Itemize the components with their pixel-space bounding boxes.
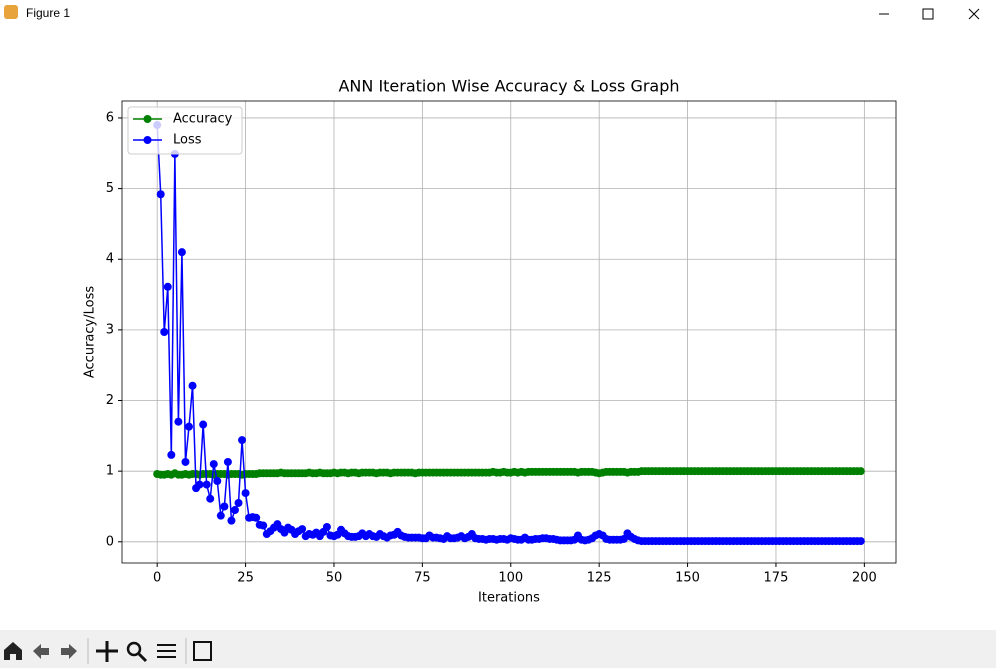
- data-point: [259, 521, 268, 530]
- data-point: [202, 480, 211, 489]
- data-point: [163, 282, 172, 291]
- x-tick-label: 50: [326, 571, 343, 586]
- x-tick-label: 150: [675, 571, 700, 586]
- plot-frame: [121, 100, 897, 564]
- data-point: [213, 477, 222, 486]
- data-point: [199, 420, 208, 429]
- data-point: [298, 525, 307, 534]
- data-point: [856, 537, 865, 546]
- data-point: [181, 457, 190, 466]
- zoom-handle: [137, 652, 148, 663]
- data-point: [156, 190, 165, 199]
- back-button[interactable]: [33, 644, 49, 659]
- y-tick-label: 2: [106, 393, 114, 408]
- data-point: [856, 467, 865, 476]
- data-point: [206, 494, 215, 503]
- data-point: [174, 417, 183, 426]
- home-button[interactable]: [4, 642, 22, 660]
- x-tick-label: 175: [764, 571, 789, 586]
- y-tick-label: 3: [106, 322, 114, 337]
- legend-label: Accuracy: [173, 112, 233, 127]
- data-point: [223, 457, 232, 466]
- x-tick-label: 25: [237, 571, 254, 586]
- data-point: [216, 511, 225, 520]
- y-tick-label: 6: [106, 110, 114, 125]
- pan-button[interactable]: [96, 641, 118, 662]
- y-tick-label: 4: [106, 252, 114, 267]
- data-point: [238, 436, 247, 445]
- save-button[interactable]: [193, 641, 212, 661]
- toolbar: [0, 630, 996, 668]
- legend: Accuracy Loss: [127, 106, 243, 155]
- data-point: [177, 248, 186, 257]
- zoom-button[interactable]: [126, 641, 142, 657]
- data-point: [209, 460, 218, 469]
- x-axis-label: Iterations: [478, 591, 540, 606]
- data-point: [230, 506, 239, 515]
- data-point: [167, 450, 176, 459]
- y-axis-label: Accuracy/Loss: [83, 286, 98, 378]
- data-point: [241, 489, 250, 498]
- y-tick-label: 1: [106, 464, 114, 479]
- close-button[interactable]: [968, 8, 980, 20]
- window-title: Figure 1: [26, 6, 71, 20]
- data-point: [188, 381, 197, 390]
- legend-marker: [143, 115, 152, 123]
- x-tick-label: 75: [414, 571, 431, 586]
- data-point: [234, 498, 243, 507]
- maximize-button[interactable]: [922, 8, 934, 20]
- app-icon: [4, 5, 18, 19]
- y-tick-label: 0: [106, 534, 114, 549]
- chart: ANN Iteration Wise Accuracy & Loss Graph…: [83, 77, 897, 606]
- data-point: [227, 516, 236, 525]
- x-tick-label: 200: [852, 571, 877, 586]
- x-tick-label: 125: [587, 571, 612, 586]
- data-point: [195, 480, 204, 489]
- y-tick-label: 5: [106, 181, 114, 196]
- data-point: [160, 328, 169, 336]
- series-line: [156, 124, 861, 542]
- legend-marker: [143, 136, 152, 144]
- data-point: [220, 502, 229, 511]
- x-tick-label: 0: [153, 571, 161, 586]
- configure-button[interactable]: [157, 644, 176, 658]
- forward-button[interactable]: [61, 644, 77, 659]
- legend-label: Loss: [173, 133, 202, 148]
- data-point: [252, 513, 261, 522]
- x-tick-label: 100: [498, 571, 523, 586]
- chart-title: ANN Iteration Wise Accuracy & Loss Graph: [338, 77, 679, 96]
- data-point: [322, 522, 331, 531]
- data-point: [185, 422, 194, 431]
